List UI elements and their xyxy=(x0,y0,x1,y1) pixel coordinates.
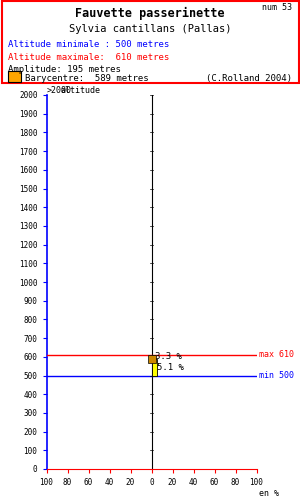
Text: Sylvia cantillans (Pallas): Sylvia cantillans (Pallas) xyxy=(69,24,231,34)
Text: min 500: min 500 xyxy=(259,371,294,380)
Text: >2000: >2000 xyxy=(46,86,71,95)
Text: max 610: max 610 xyxy=(259,350,294,360)
Text: Amplitude: 195 metres: Amplitude: 195 metres xyxy=(8,66,120,74)
Text: (C.Rolland 2004): (C.Rolland 2004) xyxy=(206,74,292,83)
Text: Altitude maximale:  610 metres: Altitude maximale: 610 metres xyxy=(8,52,169,62)
Text: 3.3 %: 3.3 % xyxy=(155,352,182,362)
Text: Altitude minimale : 500 metres: Altitude minimale : 500 metres xyxy=(8,40,169,49)
Bar xyxy=(8,72,21,82)
Text: en %: en % xyxy=(259,489,279,498)
Text: altitude: altitude xyxy=(60,86,100,95)
Text: Fauvette passerinette: Fauvette passerinette xyxy=(75,7,225,20)
Text: num 53: num 53 xyxy=(262,2,292,12)
Text: 5.1 %: 5.1 % xyxy=(158,362,184,372)
Bar xyxy=(152,359,157,376)
Text: Barycentre:  589 metres: Barycentre: 589 metres xyxy=(25,74,148,83)
Bar xyxy=(152,355,155,359)
